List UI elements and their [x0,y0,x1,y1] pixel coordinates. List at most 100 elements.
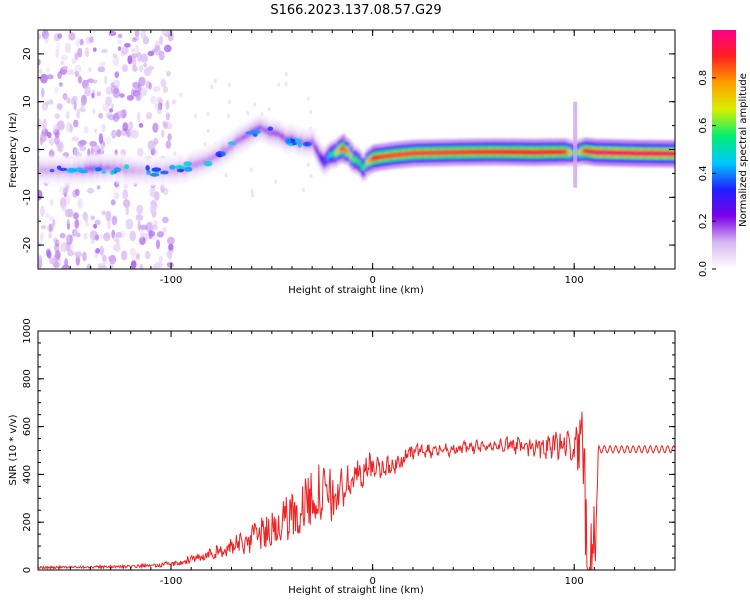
ridge-cell [431,150,435,156]
noise-speckle [131,48,136,53]
ridge-cell [565,149,569,155]
noise-speckle [301,187,305,193]
noise-speckle [59,186,66,195]
ridge-cell [256,126,260,133]
ridge-cell [325,154,329,161]
ridge-blob [95,167,102,172]
ridge-cell [88,166,92,172]
ridge-cell [335,149,339,156]
ridge-cell [157,169,161,176]
noise-speckle [166,70,171,77]
noise-speckle [139,224,148,231]
ridge-blob [123,164,130,170]
ridge-cell [667,150,670,157]
ridge-cell [444,149,447,156]
noise-speckle [143,62,148,68]
noise-speckle [227,113,231,119]
noise-speckle [74,70,80,78]
ridge-cell [498,149,501,155]
noise-speckle [72,212,79,220]
ridge-cell [517,149,521,155]
noise-speckle [155,225,159,231]
ridge-cell [488,149,491,155]
ridge-cell [283,135,287,141]
ridge-cell [102,165,106,172]
ridge-cell [397,151,401,158]
noise-speckle [213,78,217,83]
noise-speckle [98,112,104,119]
ridge-cell [138,167,141,174]
noise-speckle [135,214,144,221]
noise-speckle [136,204,144,215]
ridge-cell [348,149,351,156]
ridge-cell [589,148,593,155]
ridge-cell [428,150,432,156]
noise-speckle [165,112,171,121]
noise-speckle [157,231,164,238]
ridge-cell [584,148,587,154]
ridge-cell [121,164,124,171]
ridge-cell [369,157,373,164]
ridge-cell [237,137,240,143]
ridge-cell [244,133,247,140]
ridge-cell [386,153,390,159]
ridge-cell [393,152,397,158]
noise-speckle [105,96,112,107]
noise-speckle [284,72,288,77]
ridge-cell [361,164,364,170]
ridge-cell [345,148,349,154]
ridge-cell [129,168,133,175]
noise-speckle [167,133,172,141]
noise-speckle [40,73,48,84]
noise-speckle [250,189,254,194]
ridge-cell [327,155,330,161]
ridge-cell [527,149,531,156]
ridge-cell [139,168,143,175]
ridge-cell [636,150,639,157]
noise-speckle [148,230,156,237]
ridge-cell [483,149,487,155]
ridge-cell [467,149,470,155]
noise-speckle [158,50,165,61]
ridge-cell [434,149,438,156]
ridge-cell [660,150,663,157]
noise-speckle [253,102,257,107]
ridge-cell [406,151,409,157]
ridge-cell [618,150,621,156]
noise-speckle [173,99,177,104]
ridge-cell [221,147,224,153]
colorbar-label: Normalized spectral amplitude [738,73,749,227]
ridge-cell [358,159,361,166]
noise-speckle [60,60,64,65]
ridge-cell [553,149,556,155]
noise-speckle [133,36,140,41]
ridge-cell [399,151,402,158]
noise-speckle [137,220,141,232]
ridge-cell [474,149,477,155]
noise-speckle [73,101,77,111]
spectrogram-y-axis-label: Frequency (Hz) [8,112,19,188]
noise-speckle [77,47,83,58]
noise-speckle [42,125,46,132]
ridge-cell [541,149,545,156]
noise-speckle [113,189,117,201]
y-tick-label: -10 [22,189,33,205]
noise-speckle [64,42,72,54]
ridge-cell [136,169,140,175]
noise-speckle [60,241,68,253]
ridge-cell [435,149,439,156]
noise-speckle [90,239,95,245]
noise-speckle [203,142,207,147]
noise-speckle [46,74,54,80]
noise-speckle [129,247,136,256]
noise-speckle [249,167,253,172]
ridge-cell [91,167,95,173]
ridge-cell [430,150,433,156]
ridge-cell [334,151,337,157]
y-tick-label: 20 [22,48,33,61]
noise-speckle [140,229,144,240]
colorbar-tick-label: 0.4 [698,165,709,181]
noise-speckle [121,250,128,261]
ridge-cell [42,167,45,173]
